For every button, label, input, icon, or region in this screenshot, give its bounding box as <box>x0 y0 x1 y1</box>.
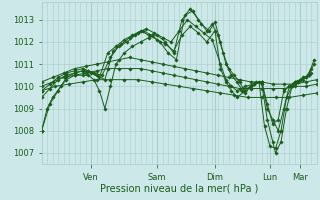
X-axis label: Pression niveau de la mer( hPa ): Pression niveau de la mer( hPa ) <box>100 183 258 193</box>
